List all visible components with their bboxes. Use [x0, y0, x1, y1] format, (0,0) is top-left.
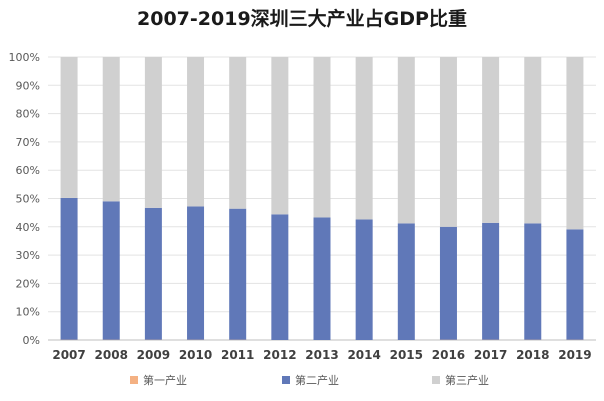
- bars: [60, 57, 584, 340]
- y-tick-label: 50%: [16, 193, 40, 206]
- y-axis: 0% 10% 20% 30% 40% 50% 60% 70% 80% 90% 100%: [9, 51, 40, 347]
- legend-label: 第三产业: [445, 373, 489, 387]
- y-tick-label: 90%: [16, 79, 40, 92]
- bar-segment-series-2: [271, 214, 289, 340]
- x-tick-label: 2018: [516, 348, 549, 362]
- x-tick-label: 2012: [263, 348, 296, 362]
- chart-title: 2007-2019深圳三大产业占GDP比重: [137, 8, 467, 30]
- x-tick-label: 2007: [52, 348, 85, 362]
- x-tick-label: 2013: [305, 348, 338, 362]
- legend-label: 第一产业: [143, 373, 187, 387]
- y-tick-label: 70%: [16, 136, 40, 149]
- bar-segment-series-3: [313, 57, 331, 218]
- y-tick-label: 100%: [9, 51, 40, 64]
- bar-segment-series-2: [102, 201, 120, 340]
- bar-segment-series-2: [229, 208, 247, 340]
- bar-segment-series-2: [187, 206, 205, 340]
- x-tick-label: 2019: [558, 348, 591, 362]
- y-tick-label: 40%: [16, 221, 40, 234]
- x-axis: 2007 2008 2009 2010 2011 2012 2013 2014 2015 2016…: [52, 348, 591, 362]
- y-tick-label: 0%: [23, 334, 40, 347]
- bar-segment-series-3: [566, 57, 584, 230]
- bar-segment-series-2: [144, 207, 162, 340]
- bar-segment-series-3: [102, 57, 120, 202]
- bar-segment-series-2: [566, 229, 584, 340]
- legend-swatch: [130, 376, 138, 384]
- bar-segment-series-3: [229, 57, 247, 209]
- x-tick-label: 2011: [221, 348, 254, 362]
- bar-segment-series-3: [482, 57, 500, 223]
- bar-segment-series-3: [60, 57, 78, 198]
- y-tick-label: 60%: [16, 164, 40, 177]
- bar-segment-series-3: [355, 57, 373, 220]
- legend-label: 第二产业: [295, 373, 339, 387]
- x-tick-label: 2009: [137, 348, 170, 362]
- bar-segment-series-3: [397, 57, 415, 224]
- legend: 第一产业 第二产业 第三产业: [130, 373, 489, 387]
- legend-swatch: [432, 376, 440, 384]
- bar-segment-series-2: [524, 223, 542, 340]
- bar-segment-series-2: [397, 223, 415, 340]
- bar-segment-series-3: [439, 57, 457, 227]
- bar-segment-series-3: [144, 57, 162, 208]
- x-tick-label: 2017: [474, 348, 507, 362]
- bar-segment-series-3: [271, 57, 289, 215]
- bar-segment-series-2: [313, 217, 331, 340]
- x-tick-label: 2008: [95, 348, 128, 362]
- y-tick-label: 20%: [16, 277, 40, 290]
- y-tick-label: 30%: [16, 249, 40, 262]
- x-tick-label: 2014: [347, 348, 380, 362]
- bar-segment-series-2: [482, 222, 500, 340]
- bar-segment-series-2: [439, 226, 457, 340]
- x-tick-label: 2015: [390, 348, 423, 362]
- y-tick-label: 80%: [16, 108, 40, 121]
- y-tick-label: 10%: [16, 306, 40, 319]
- bar-segment-series-2: [355, 219, 373, 340]
- bar-segment-series-3: [187, 57, 205, 207]
- x-tick-label: 2016: [432, 348, 465, 362]
- legend-swatch: [282, 376, 290, 384]
- bar-segment-series-2: [60, 197, 78, 340]
- x-tick-label: 2010: [179, 348, 212, 362]
- bar-segment-series-3: [524, 57, 542, 224]
